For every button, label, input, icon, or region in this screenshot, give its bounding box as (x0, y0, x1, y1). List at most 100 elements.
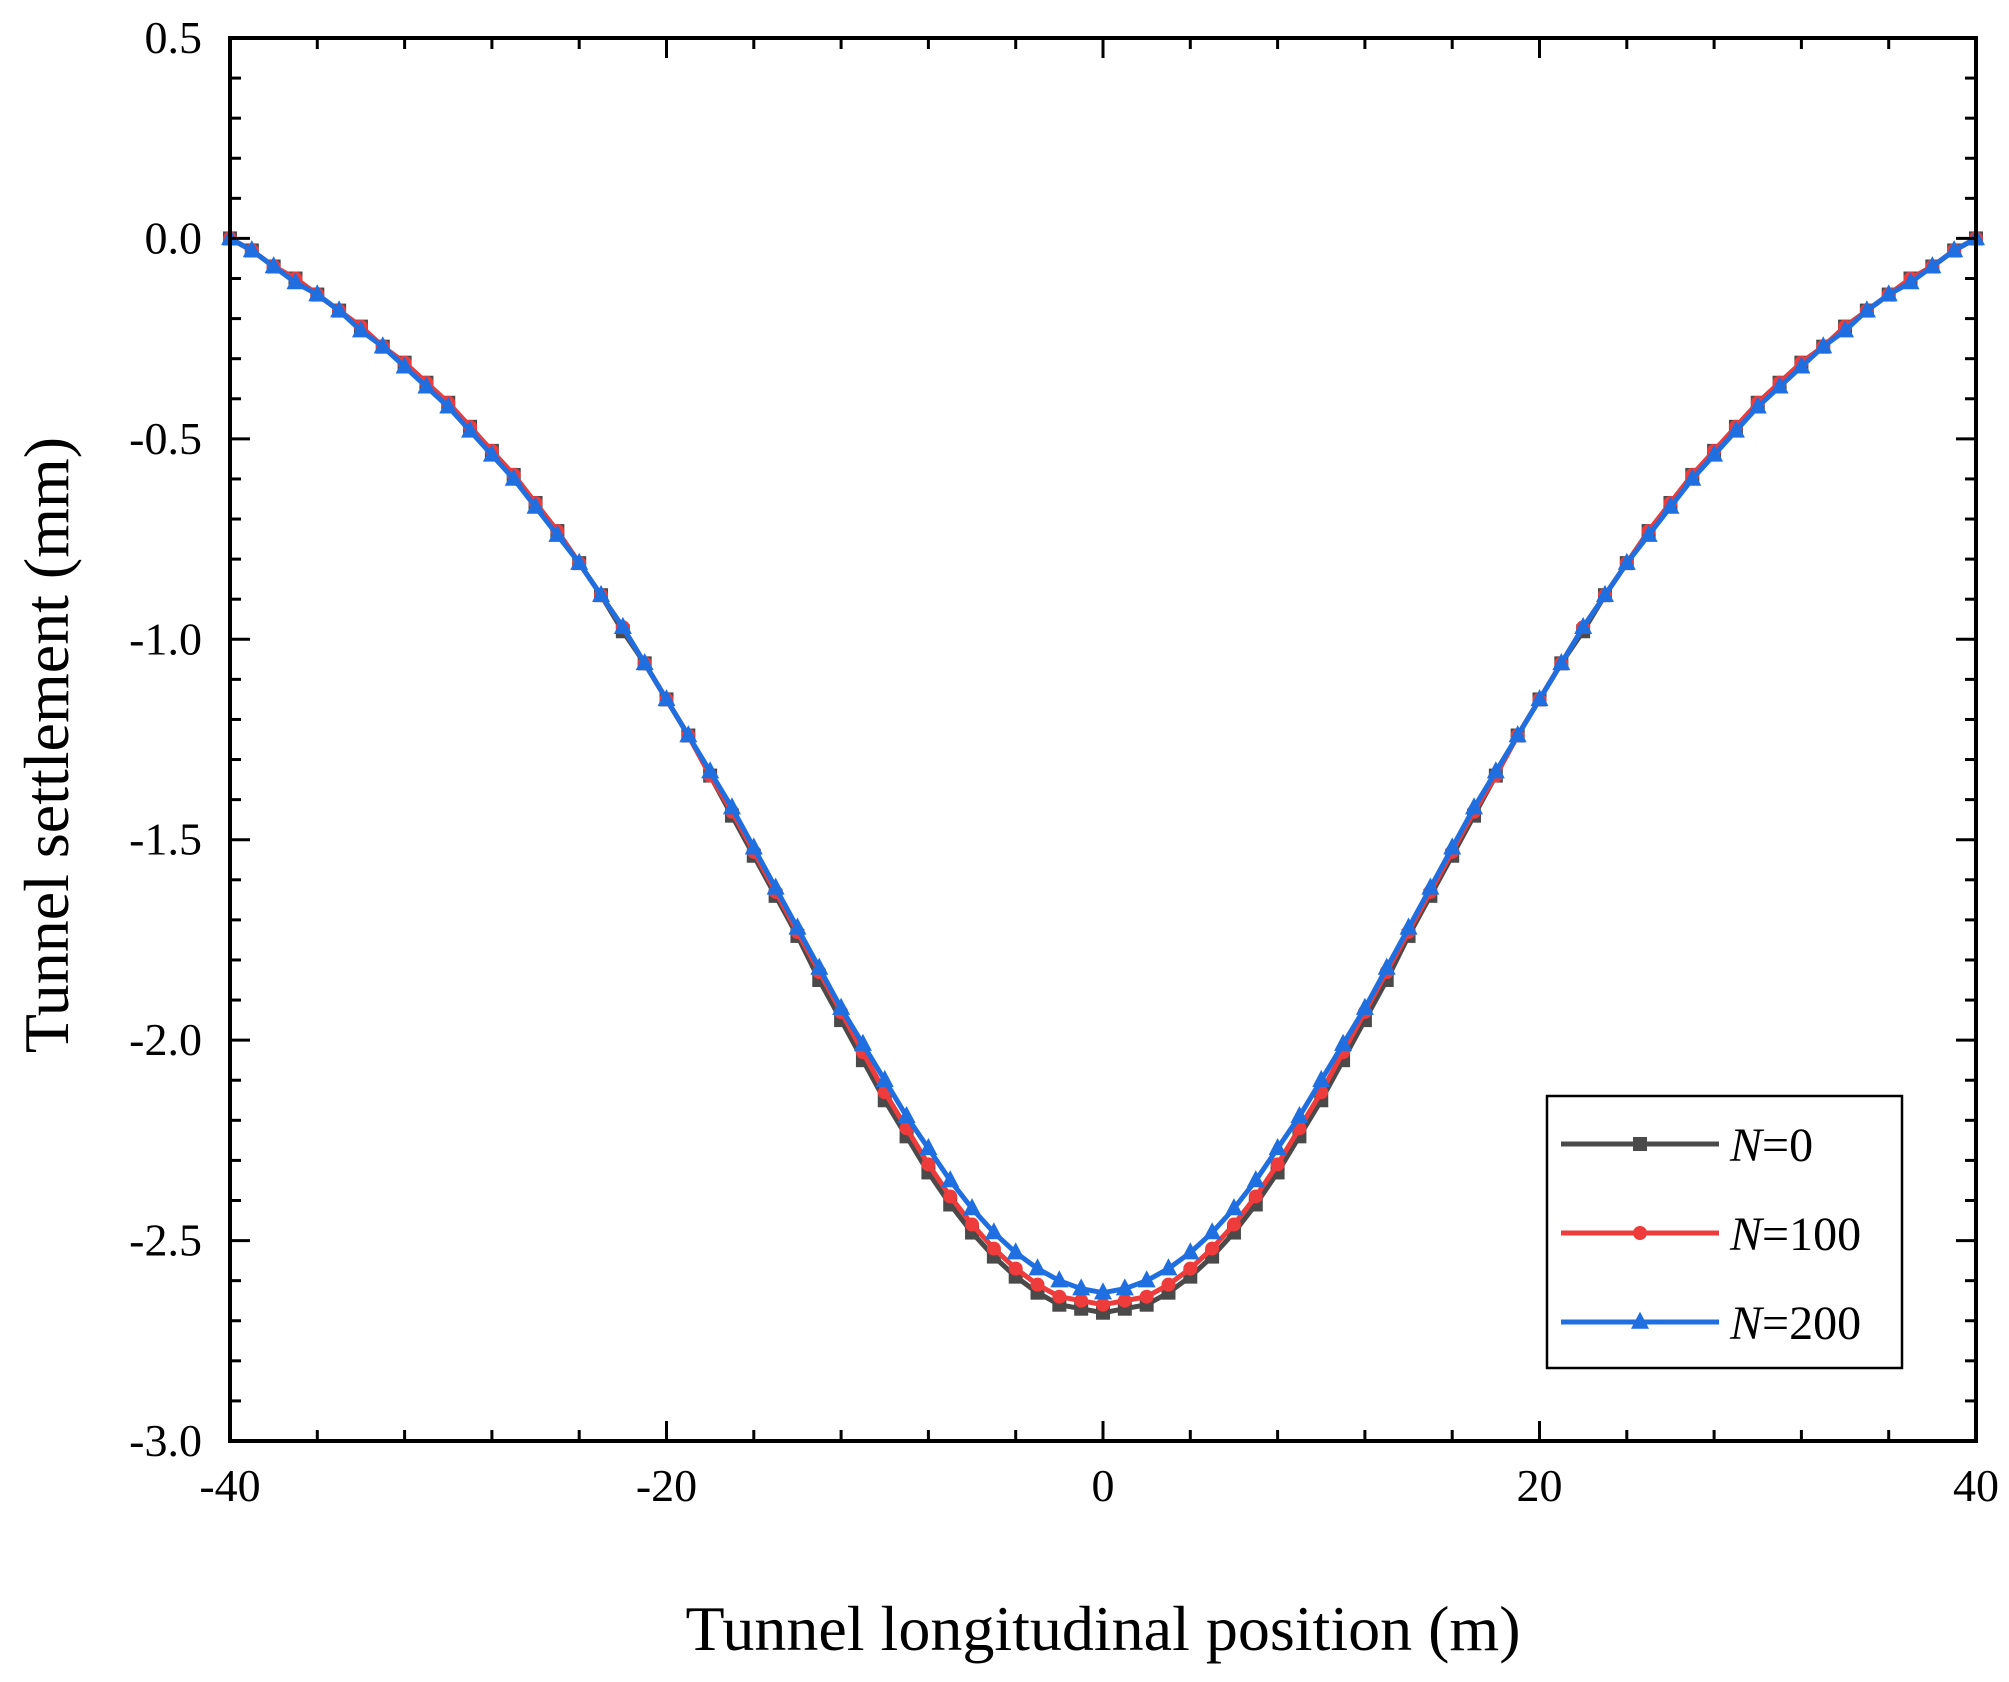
data-point (504, 468, 523, 486)
data-point (875, 1069, 894, 1087)
data-point (1770, 376, 1789, 394)
data-point (1465, 797, 1484, 815)
data-point (1270, 1157, 1285, 1172)
data-point (963, 1198, 982, 1216)
data-point (635, 652, 654, 671)
data-point (1377, 957, 1396, 975)
data-point (679, 725, 698, 743)
data-point (832, 997, 851, 1015)
data-point (941, 1170, 960, 1188)
data-point (1631, 1311, 1649, 1329)
y-tick-label: -2.5 (129, 1215, 202, 1266)
data-point (1705, 444, 1724, 462)
legend-entry: N=200 (1561, 1297, 1861, 1350)
data-point (1052, 1289, 1067, 1304)
data-point (1355, 997, 1374, 1015)
data-point (264, 256, 283, 274)
data-point (351, 320, 370, 338)
data-point (1117, 1293, 1132, 1308)
x-tick-label: 40 (1953, 1460, 1999, 1511)
data-point (1945, 240, 1964, 258)
data-point (1096, 1297, 1110, 1312)
data-point (722, 797, 741, 815)
data-point (1115, 1278, 1134, 1296)
data-point (439, 396, 458, 414)
data-point (461, 420, 480, 438)
data-point (1203, 1222, 1222, 1240)
data-point (1530, 689, 1549, 707)
y-tick-label: -3.0 (129, 1415, 202, 1466)
x-tick-label: -20 (636, 1460, 697, 1511)
data-point (1248, 1189, 1263, 1204)
data-point (1633, 1137, 1647, 1151)
data-point (1901, 272, 1920, 290)
data-point (242, 240, 261, 258)
data-point (943, 1189, 958, 1204)
data-point (1334, 1033, 1353, 1051)
series-3 (221, 228, 1985, 1300)
data-point (1508, 725, 1527, 743)
data-point (1094, 1282, 1112, 1300)
data-point (1181, 1242, 1200, 1260)
data-point (308, 284, 327, 302)
data-point (1574, 616, 1593, 635)
data-point (1224, 1198, 1243, 1216)
y-axis-title: Tunnel settlement (mm) (11, 437, 82, 1053)
data-point (1183, 1261, 1198, 1276)
data-point (897, 1105, 916, 1124)
data-point (1552, 652, 1571, 671)
data-point (657, 689, 676, 707)
data-point (1006, 1242, 1025, 1260)
data-point (1159, 1258, 1178, 1276)
data-point (1421, 877, 1440, 895)
data-point (1836, 320, 1855, 338)
data-point (1443, 837, 1462, 855)
data-point (1792, 356, 1811, 374)
data-point (1486, 761, 1505, 779)
data-point (1633, 1226, 1647, 1240)
legend-label: N=0 (1729, 1119, 1813, 1172)
legend-label-variable: N (1729, 1297, 1765, 1350)
x-axis-title: Tunnel longitudinal position (m) (686, 1593, 1521, 1664)
legend-label-value: =200 (1762, 1297, 1861, 1350)
legend-label-value: =0 (1762, 1119, 1813, 1172)
legend-label: N=200 (1729, 1297, 1861, 1350)
data-point (1683, 468, 1702, 486)
data-point (810, 957, 829, 975)
data-point (570, 552, 589, 570)
data-point (1923, 256, 1942, 274)
y-tick-label: -0.5 (129, 413, 202, 464)
data-point (1639, 524, 1658, 542)
legend-label: N=100 (1729, 1208, 1861, 1261)
plot-area (221, 228, 1985, 1320)
data-point (1072, 1278, 1091, 1296)
y-tick-label: 0.0 (145, 212, 203, 263)
y-tick-label: 0.5 (145, 12, 203, 63)
legend-label-variable: N (1729, 1119, 1765, 1172)
x-tick-label: 0 (1092, 1460, 1115, 1511)
data-point (986, 1241, 1001, 1256)
data-point (417, 376, 436, 394)
data-point (788, 917, 807, 935)
data-point (1617, 552, 1636, 570)
data-point (330, 300, 349, 318)
legend-entry: N=100 (1561, 1208, 1861, 1261)
data-point (701, 761, 720, 779)
data-point (373, 336, 392, 354)
data-point (613, 616, 632, 635)
legend-label-value: =100 (1762, 1208, 1861, 1261)
data-point (1030, 1277, 1045, 1292)
data-point (1399, 917, 1418, 935)
y-tick-label: -2.0 (129, 1014, 202, 1065)
data-point (1726, 420, 1745, 438)
legend-label-variable: N (1729, 1208, 1765, 1261)
data-point (1246, 1170, 1265, 1188)
data-point (1748, 396, 1767, 414)
data-point (1312, 1069, 1331, 1087)
data-point (1028, 1258, 1047, 1276)
data-point (1161, 1277, 1176, 1292)
y-tick-label: -1.5 (129, 814, 202, 865)
